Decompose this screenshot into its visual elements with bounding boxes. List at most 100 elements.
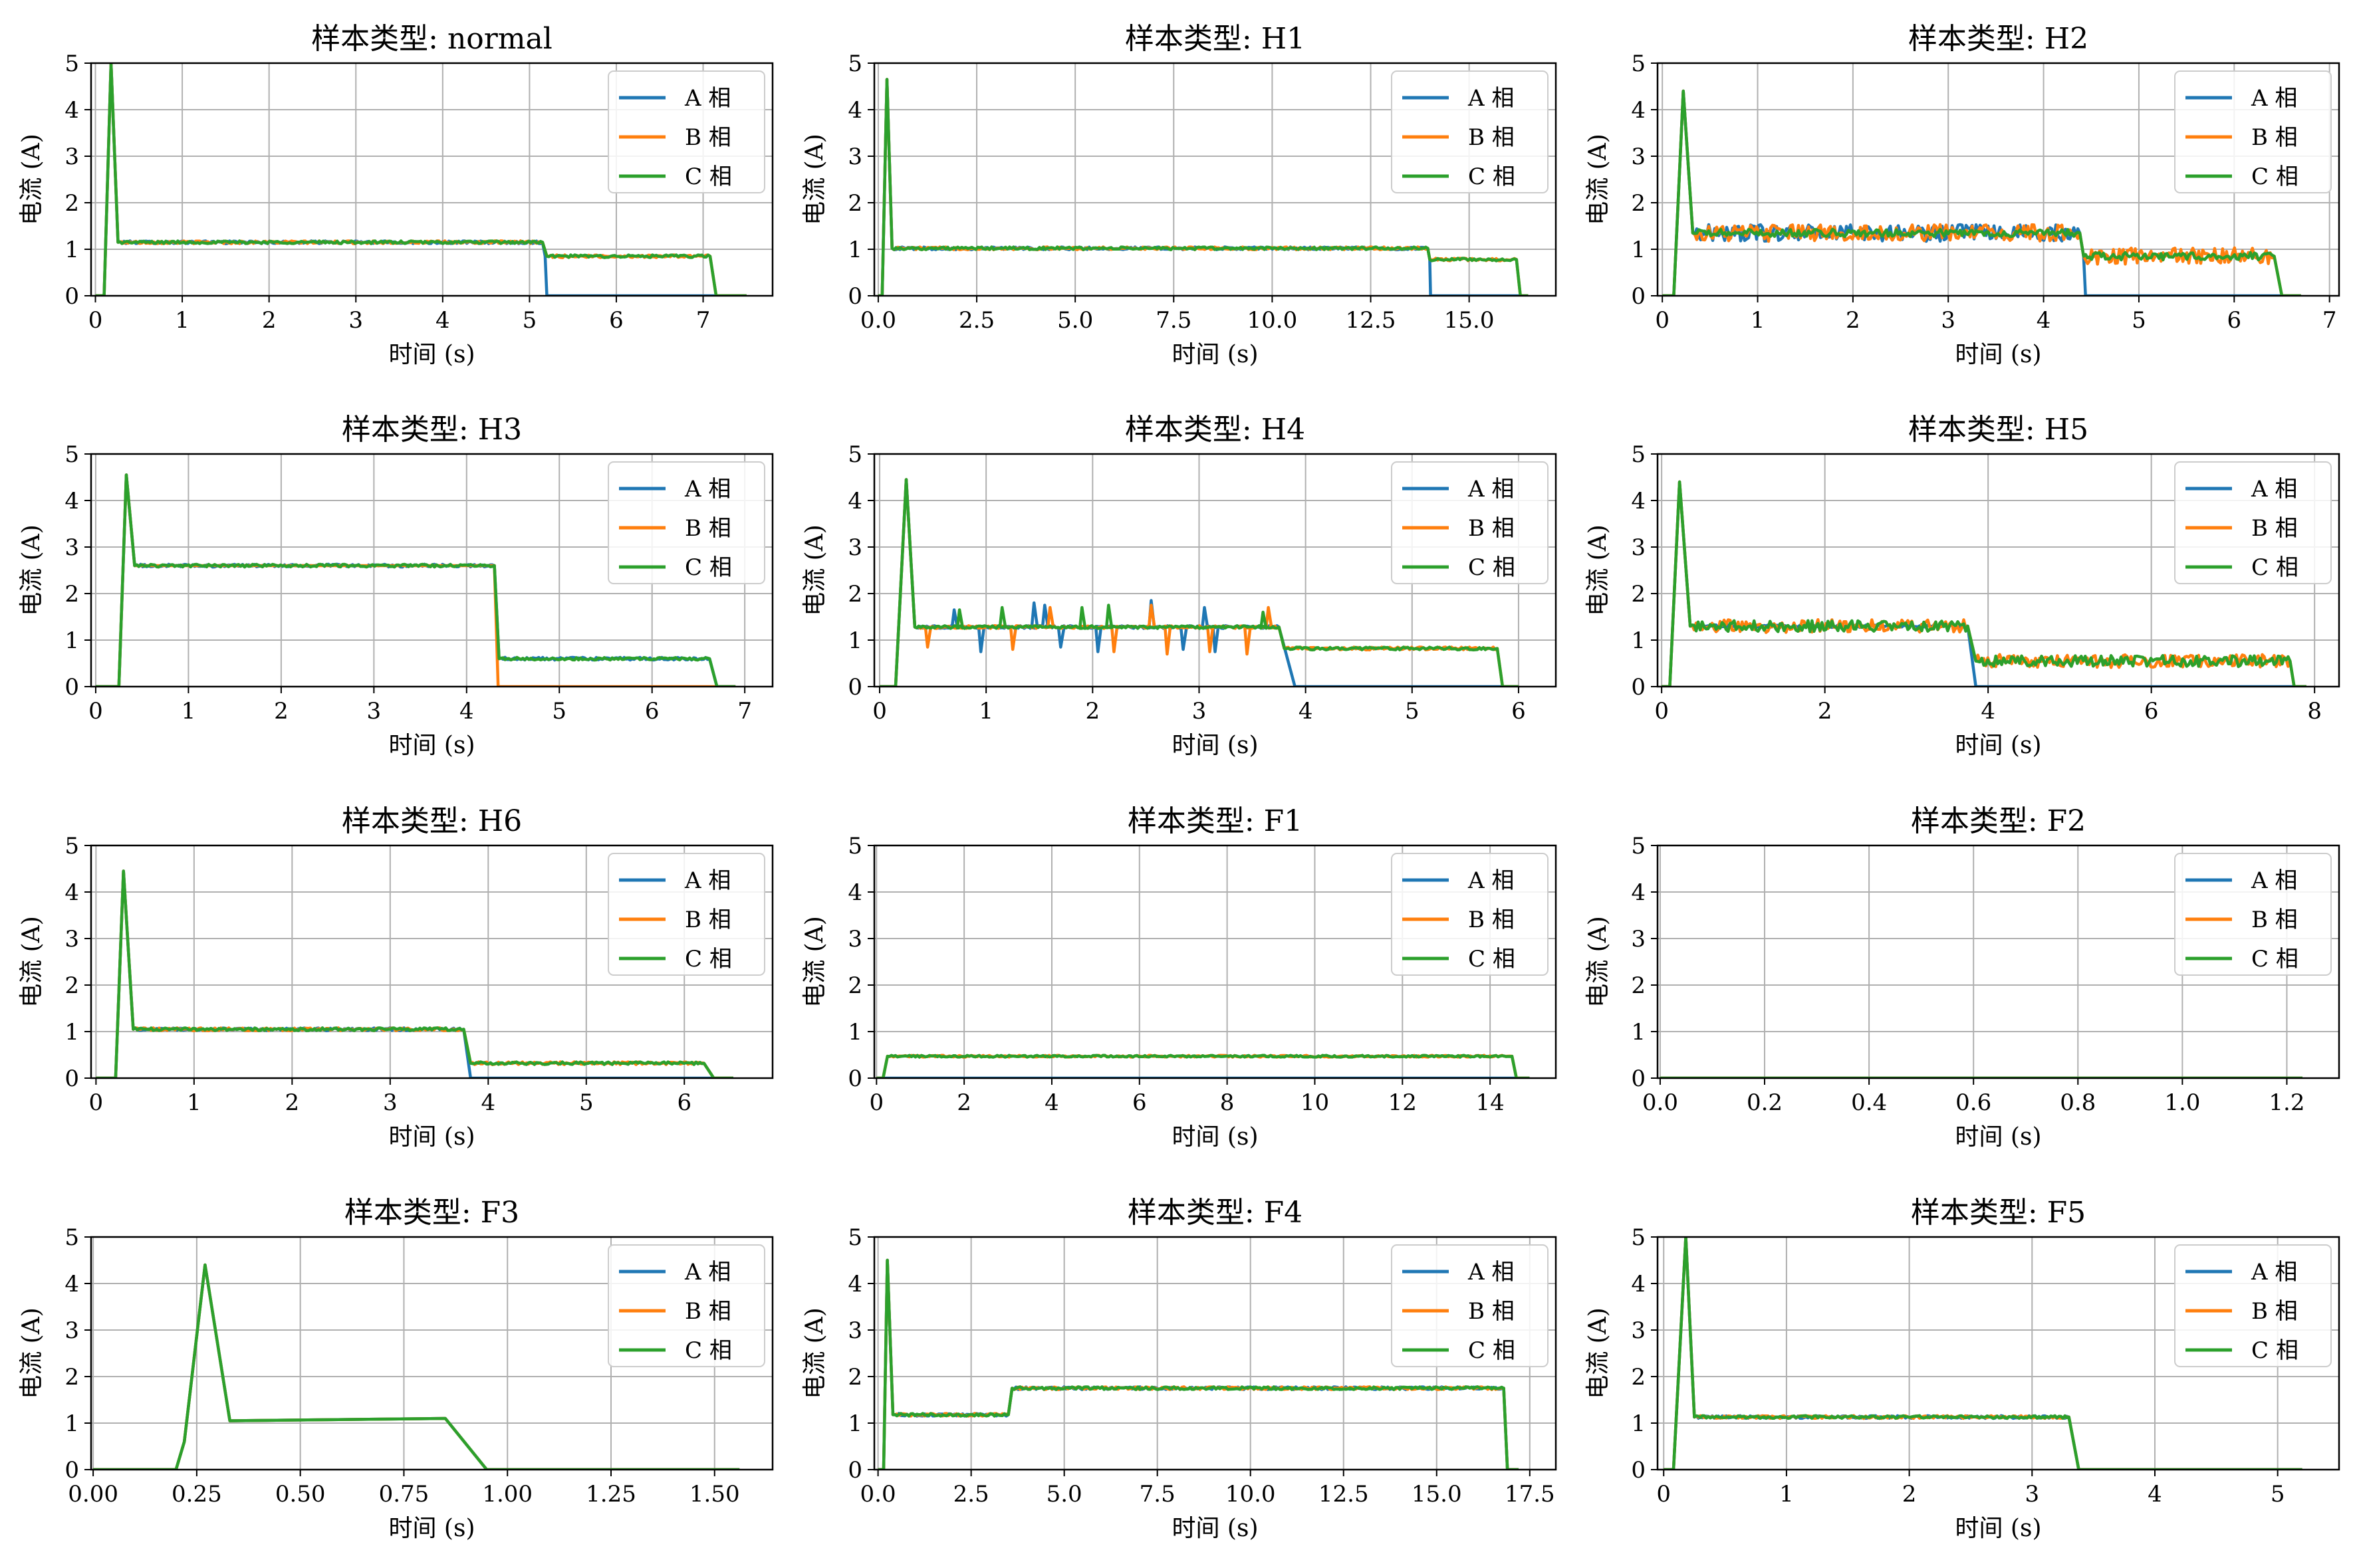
x-axis-label: 时间 (s)	[1955, 1515, 2041, 1542]
y-tick-label: 5	[64, 1224, 79, 1251]
subplot-title: 样本类型: F2	[1911, 804, 2086, 838]
legend-label: A 相	[684, 867, 731, 894]
x-tick-label: 6	[2227, 307, 2241, 334]
axes-frame	[873, 62, 1557, 297]
x-tick-label: 0	[1654, 698, 1669, 725]
subplot: 0 1 2 3 4 5 6 7 0 1 2 3 4 5 样本类型: H2 时间 (s) 电流 (A) A 相 B 相…	[1584, 22, 2340, 368]
y-tick-label: 0	[64, 283, 79, 310]
x-tick-label: 12	[1388, 1089, 1417, 1116]
x-tick-label: 3	[383, 1089, 398, 1116]
x-axis-label: 时间 (s)	[1955, 341, 2041, 368]
x-tick-label: 3	[1192, 698, 1207, 725]
legend-box	[608, 70, 765, 193]
y-tick-label: 3	[64, 144, 79, 170]
y-tick-label: 0	[1631, 283, 1646, 310]
x-axis-label: 时间 (s)	[1172, 732, 1258, 759]
legend-label: B 相	[1468, 1298, 1515, 1325]
x-tick-label: 0.0	[860, 1481, 896, 1508]
subplot-title: 样本类型: F5	[1911, 1196, 2086, 1230]
y-tick-label: 1	[848, 627, 862, 654]
legend-box	[608, 461, 765, 584]
y-axis-label: 电流 (A)	[18, 134, 45, 225]
y-tick-label: 1	[1631, 237, 1646, 263]
axes-frame	[1656, 453, 2340, 688]
legend: A 相 B 相 C 相	[1391, 461, 1549, 584]
axes-frame	[1656, 844, 2340, 1079]
x-tick-label: 7.5	[1156, 307, 1191, 334]
x-tick-label: 7	[737, 698, 752, 725]
y-tick-label: 3	[848, 144, 862, 170]
y-tick-label: 3	[1631, 144, 1646, 170]
y-tick-label: 1	[1631, 1410, 1646, 1437]
x-tick-label: 15.0	[1444, 307, 1495, 334]
x-tick-label: 1.00	[482, 1481, 533, 1508]
x-tick-label: 12.5	[1346, 307, 1396, 334]
y-tick-label: 4	[1631, 1271, 1646, 1297]
y-tick-label: 0	[1631, 674, 1646, 701]
series-line-c	[96, 869, 733, 1078]
y-tick-label: 3	[848, 926, 862, 952]
x-tick-label: 3	[348, 307, 363, 334]
legend: A 相 B 相 C 相	[608, 70, 765, 193]
legend-label: C 相	[2251, 164, 2298, 190]
subplot: 0 2 4 6 8 0 1 2 3 4 5 样本类型: H5 时间 (s) 电流 (A) A 相 B 相 C 相	[1584, 413, 2340, 759]
x-tick-label: 2	[1846, 307, 1860, 334]
legend-label: A 相	[684, 476, 731, 503]
y-tick-label: 2	[64, 190, 79, 217]
y-tick-label: 4	[1631, 488, 1646, 514]
x-tick-label: 17.5	[1505, 1481, 1555, 1508]
x-tick-label: 5.0	[1057, 307, 1093, 334]
legend-box	[608, 1244, 765, 1367]
x-tick-label: 0	[1656, 1481, 1671, 1508]
y-axis-label: 电流 (A)	[18, 916, 45, 1008]
subplot-title: 样本类型: H2	[1908, 22, 2088, 56]
y-tick-label: 0	[848, 1457, 862, 1484]
x-tick-label: 1	[182, 698, 196, 725]
series-line-c	[93, 1263, 740, 1470]
subplot: 0.0 2.5 5.0 7.5 10.0 12.5 15.0 17.5 0 1 2 3 4 5 样本类型: …	[801, 1196, 1557, 1542]
series-line-c	[1664, 1237, 2302, 1470]
y-tick-label: 4	[64, 97, 79, 124]
x-tick-label: 1	[175, 307, 189, 334]
y-tick-label: 0	[848, 1065, 862, 1092]
x-tick-label: 12.5	[1318, 1481, 1369, 1508]
x-tick-label: 10.0	[1225, 1481, 1276, 1508]
series-line-c	[880, 478, 1519, 687]
y-tick-label: 2	[848, 581, 862, 608]
y-tick-label: 5	[848, 1224, 862, 1251]
y-axis-label: 电流 (A)	[1584, 1307, 1612, 1399]
y-tick-label: 0	[64, 1065, 79, 1092]
y-tick-label: 5	[1631, 1224, 1646, 1251]
x-tick-label: 0	[88, 698, 103, 725]
y-tick-label: 2	[848, 190, 862, 217]
x-tick-label: 1.50	[689, 1481, 740, 1508]
x-tick-label: 5	[552, 698, 566, 725]
x-axis-label: 时间 (s)	[388, 341, 475, 368]
y-tick-label: 3	[1631, 1317, 1646, 1344]
x-axis-label: 时间 (s)	[388, 732, 475, 759]
x-tick-label: 2	[957, 1089, 971, 1116]
subplot: 0.0 2.5 5.0 7.5 10.0 12.5 15.0 0 1 2 3 4 5 样本类型: H1 时间…	[801, 22, 1557, 368]
x-tick-label: 4	[2037, 307, 2051, 334]
x-tick-label: 2	[1818, 698, 1832, 725]
legend-label: A 相	[1467, 867, 1514, 894]
series-line-b	[876, 1054, 1530, 1078]
x-tick-label: 4	[1299, 698, 1313, 725]
subplot: 0.00 0.25 0.50 0.75 1.00 1.25 1.50 0 1 2 3 4 5 样本类型: …	[18, 1196, 774, 1542]
subplot: 0 1 2 3 4 5 0 1 2 3 4 5 样本类型: F5 时间 (s) 电流 (A) A 相 B 相 C …	[1584, 1196, 2340, 1542]
subplot-title: 样本类型: H4	[1125, 413, 1305, 447]
y-tick-label: 0	[64, 1457, 79, 1484]
legend-box	[608, 853, 765, 976]
y-tick-label: 1	[64, 1019, 79, 1046]
y-tick-label: 1	[64, 237, 79, 263]
y-tick-label: 2	[1631, 190, 1646, 217]
legend-label: B 相	[1468, 907, 1515, 933]
y-tick-label: 4	[64, 488, 79, 514]
x-tick-label: 0.2	[1747, 1089, 1783, 1116]
y-tick-label: 4	[848, 97, 862, 124]
x-tick-label: 0.6	[1955, 1089, 1991, 1116]
subplot-title: 样本类型: H3	[342, 413, 522, 447]
legend-label: B 相	[2251, 515, 2298, 542]
